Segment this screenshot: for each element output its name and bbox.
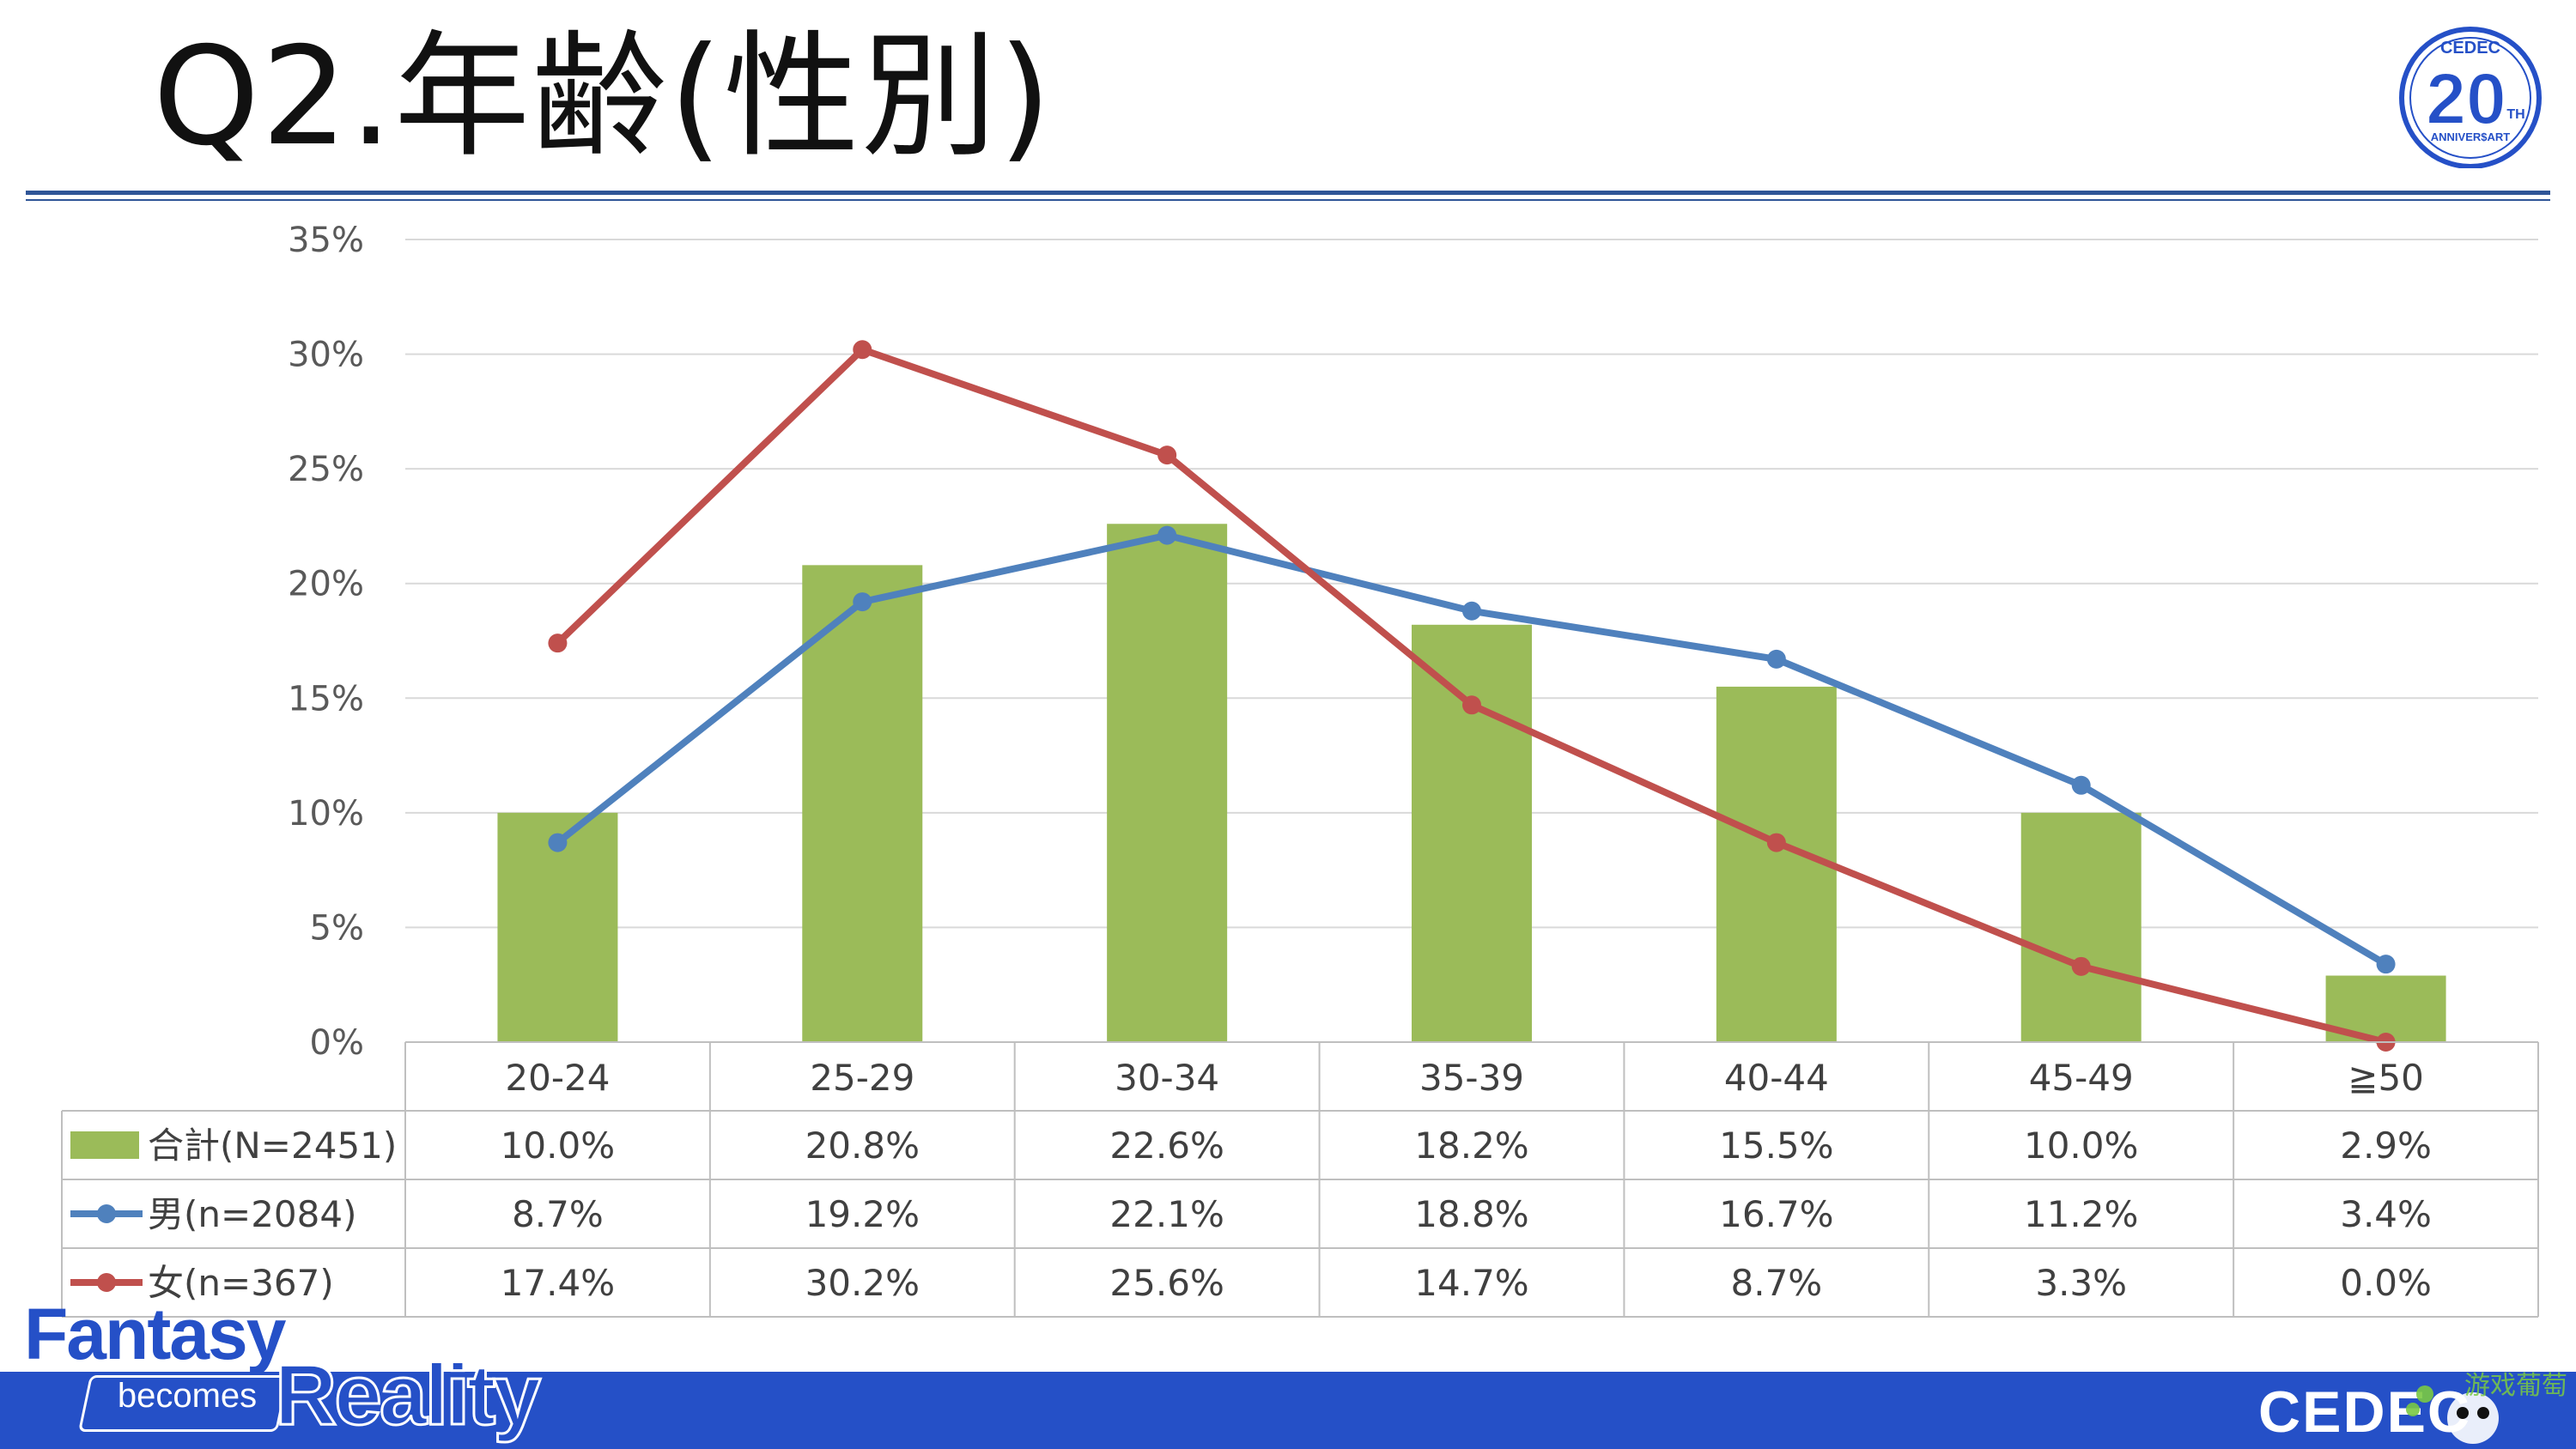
- data-table-cell: 0.0%: [2340, 1262, 2432, 1304]
- point-female-25-29: [853, 340, 872, 360]
- point-male-30-34: [1157, 525, 1177, 545]
- x-tick-label: 20-24: [505, 1057, 610, 1099]
- data-table-cell: 15.5%: [1719, 1125, 1833, 1167]
- x-tick-label: 40-44: [1724, 1057, 1829, 1099]
- y-tick-label: 20%: [288, 565, 364, 604]
- bar-total-35-39: [1412, 624, 1532, 1042]
- watermark-text: 游戏葡萄: [2464, 1371, 2567, 1401]
- point-male-≧50: [2376, 955, 2396, 974]
- point-male-35-39: [1462, 601, 1481, 621]
- point-female-30-34: [1157, 446, 1177, 465]
- bar-total-40-44: [1716, 686, 1837, 1042]
- x-tick-label: 45-49: [2029, 1057, 2134, 1099]
- anniversary-logo-brand: CEDEC: [2440, 39, 2500, 58]
- data-table-cell: 16.7%: [1719, 1193, 1833, 1235]
- data-table-cell: 17.4%: [501, 1262, 615, 1304]
- chart-y-axis: 0% 5% 10% 15% 20% 25% 30% 35%: [288, 221, 364, 1063]
- data-table-cell: 22.6%: [1109, 1125, 1224, 1167]
- fantasy-becomes-reality-logo: Fantasy becomes Reality: [24, 1293, 543, 1449]
- data-table-cell: 19.2%: [805, 1193, 920, 1235]
- point-female-35-39: [1462, 695, 1481, 715]
- bar-total-45-49: [2020, 812, 2142, 1042]
- point-female-20-24: [548, 634, 568, 653]
- data-table-cell: 2.9%: [2340, 1125, 2432, 1167]
- data-table-cell: 22.1%: [1109, 1193, 1224, 1235]
- data-table-cell: 18.8%: [1414, 1193, 1528, 1235]
- point-female-40-44: [1766, 833, 1786, 852]
- footer-cedec-logo: CEDEC: [2258, 1379, 2472, 1445]
- anniversary-logo-number: 20: [2426, 58, 2506, 139]
- chart-data-table: 20-24 25-29 30-34 35-39 40-44 45-49 ≧50 合計(N=24…: [61, 1041, 2539, 1318]
- y-tick-label: 30%: [288, 336, 364, 375]
- legend-key-marker: [97, 1273, 116, 1292]
- legend-label: 男(n=2084): [148, 1193, 356, 1235]
- y-tick-label: 35%: [288, 221, 364, 260]
- point-male-40-44: [1766, 649, 1786, 669]
- bar-total-25-29: [802, 565, 923, 1042]
- tagline-reality: Reality: [274, 1346, 543, 1445]
- data-table-cell: 30.2%: [805, 1262, 920, 1304]
- legend-key-marker: [97, 1204, 116, 1223]
- title-rule-bottom: [26, 199, 2550, 201]
- data-table-cell: 25.6%: [1109, 1262, 1224, 1304]
- tagline-fantasy: Fantasy: [24, 1294, 286, 1374]
- y-tick-label: 15%: [288, 679, 364, 718]
- point-female-45-49: [2071, 956, 2091, 976]
- footer-bar: [0, 1372, 2576, 1449]
- data-table-cell: 10.0%: [501, 1125, 615, 1167]
- x-tick-label: ≧50: [2348, 1057, 2424, 1099]
- y-tick-label: 5%: [310, 908, 364, 948]
- x-tick-label: 35-39: [1419, 1057, 1524, 1099]
- data-table-cell: 8.7%: [1731, 1262, 1823, 1304]
- slide-title: Q2.年齢(性別): [153, 18, 1054, 176]
- cedec-20th-anniversary-logo: CEDEC 20 TH ANNIVER$ART: [2399, 27, 2542, 168]
- data-table-cell: 3.4%: [2340, 1193, 2432, 1235]
- y-tick-label: 0%: [310, 1023, 364, 1063]
- data-table-cell: 14.7%: [1414, 1262, 1528, 1304]
- anniversary-logo-suffix: TH: [2506, 107, 2524, 122]
- x-tick-label: 30-34: [1115, 1057, 1219, 1099]
- bar-total-30-34: [1107, 524, 1228, 1042]
- chart-bars: [497, 524, 2446, 1042]
- data-table-cell: 8.7%: [512, 1193, 604, 1235]
- legend-label: 女(n=367): [148, 1262, 334, 1304]
- data-table-cell: 20.8%: [805, 1125, 920, 1167]
- legend-label: 合計(N=2451): [148, 1125, 397, 1167]
- y-tick-label: 10%: [288, 794, 364, 834]
- point-male-20-24: [548, 833, 568, 852]
- data-table-cell: 18.2%: [1414, 1125, 1528, 1167]
- tagline-becomes: becomes: [117, 1377, 258, 1415]
- point-male-45-49: [2071, 775, 2091, 795]
- y-tick-label: 25%: [288, 450, 364, 489]
- data-table-cell: 3.3%: [2035, 1262, 2127, 1304]
- x-tick-label: 25-29: [810, 1057, 914, 1099]
- watermark-logo: 游戏葡萄: [2406, 1371, 2567, 1444]
- legend-key-total: [70, 1131, 139, 1159]
- anniversary-logo-text: ANNIVER$ART: [2431, 130, 2511, 143]
- title-rule-top: [26, 191, 2550, 195]
- data-table-cell: 10.0%: [2024, 1125, 2138, 1167]
- point-male-25-29: [853, 592, 872, 612]
- data-table-cell: 11.2%: [2024, 1193, 2138, 1235]
